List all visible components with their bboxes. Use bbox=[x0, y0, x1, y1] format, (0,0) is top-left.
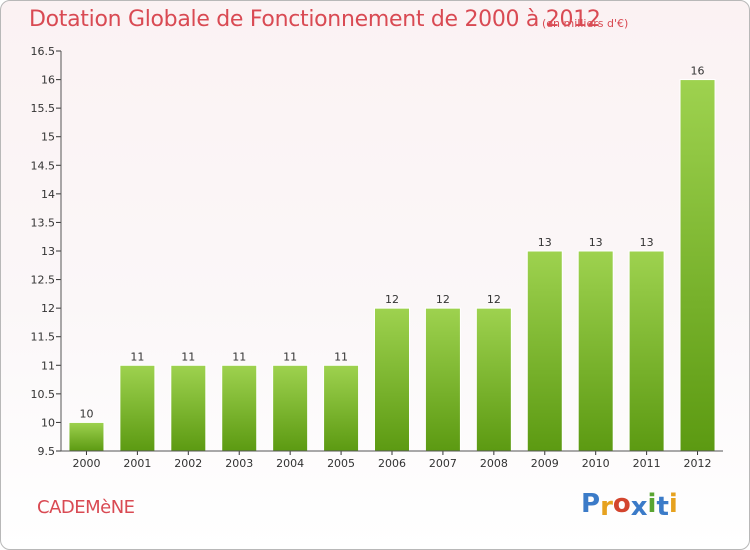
data-label-2006: 12 bbox=[385, 293, 399, 306]
bar-2008 bbox=[475, 307, 512, 452]
y-tick-label: 12.5 bbox=[31, 274, 56, 287]
chart-title: Dotation Globale de Fonctionnement de 20… bbox=[29, 7, 601, 32]
logo-letter: o bbox=[612, 489, 631, 519]
logo-letter: x bbox=[630, 492, 648, 522]
y-tick-label: 10 bbox=[41, 416, 55, 429]
x-tick-label-2007: 2007 bbox=[429, 457, 457, 470]
data-label-2011: 13 bbox=[640, 236, 654, 249]
bar-2012 bbox=[679, 79, 716, 452]
y-tick-label: 13 bbox=[41, 245, 55, 258]
y-tick-label: 15 bbox=[41, 131, 55, 144]
bar-2011 bbox=[628, 250, 665, 452]
y-tick-label: 14 bbox=[41, 188, 55, 201]
data-label-2009: 13 bbox=[538, 236, 552, 249]
y-axis-ticks: 9.5 10 10.5 11 11.5 12 12.5 13 13.5 14 14.5 15 15.5 1… bbox=[31, 45, 61, 458]
x-tick-label-2003: 2003 bbox=[225, 457, 253, 470]
data-label-2007: 12 bbox=[436, 293, 450, 306]
x-tick-label-2010: 2010 bbox=[582, 457, 610, 470]
bar-2004 bbox=[272, 364, 309, 452]
logo-letter: P bbox=[581, 489, 601, 519]
y-tick-label: 11.5 bbox=[31, 331, 56, 344]
data-label-2004: 11 bbox=[283, 350, 297, 363]
bar-2000 bbox=[68, 421, 105, 452]
x-tick-label-2009: 2009 bbox=[531, 457, 559, 470]
bar-2006 bbox=[374, 307, 410, 452]
x-axis-ticks: 2000 2001 2002 2003 2004 2005 2006 2007 2008 2009… bbox=[72, 451, 712, 470]
x-tick-label-2001: 2001 bbox=[123, 457, 151, 470]
logo-letter: t bbox=[656, 492, 669, 522]
y-tick-label: 12 bbox=[41, 302, 55, 315]
data-label-2012: 16 bbox=[691, 65, 705, 78]
data-label-2002: 11 bbox=[181, 350, 195, 363]
bar-2007 bbox=[424, 307, 461, 452]
x-tick-label-2011: 2011 bbox=[633, 457, 661, 470]
bar-2001 bbox=[119, 364, 156, 452]
commune-name: CADEMèNE bbox=[37, 497, 135, 518]
x-tick-label-2006: 2006 bbox=[378, 457, 406, 470]
data-label-2000: 10 bbox=[79, 407, 93, 420]
proxiti-logo: Proxiti bbox=[581, 489, 678, 522]
x-tick-label-2002: 2002 bbox=[174, 457, 202, 470]
y-tick-label: 15.5 bbox=[31, 102, 56, 115]
x-tick-label-2012: 2012 bbox=[684, 457, 712, 470]
logo-letter: r bbox=[600, 492, 613, 522]
bar-2005 bbox=[323, 364, 360, 452]
bar-2009 bbox=[526, 250, 563, 452]
y-tick-label: 13.5 bbox=[31, 216, 56, 229]
bar-2010 bbox=[577, 250, 614, 452]
bar-2002 bbox=[170, 364, 207, 452]
y-tick-label: 11 bbox=[41, 359, 55, 372]
y-tick-label: 16 bbox=[41, 74, 55, 87]
logo-letter: i bbox=[668, 489, 678, 519]
chart-unit: (en milliers d'€) bbox=[542, 17, 629, 30]
x-tick-label-2000: 2000 bbox=[72, 457, 100, 470]
x-tick-label-2004: 2004 bbox=[276, 457, 304, 470]
data-label-2001: 11 bbox=[130, 350, 144, 363]
y-tick-label: 9.5 bbox=[38, 445, 56, 458]
x-tick-label-2005: 2005 bbox=[327, 457, 355, 470]
bar-2003 bbox=[221, 364, 258, 452]
y-tick-label: 14.5 bbox=[31, 159, 56, 172]
data-labels: 10 11 11 11 11 11 12 12 12 13 13 13 16 bbox=[79, 65, 704, 421]
y-tick-label: 16.5 bbox=[31, 45, 56, 58]
x-tick-label-2008: 2008 bbox=[480, 457, 508, 470]
data-label-2008: 12 bbox=[487, 293, 501, 306]
bars bbox=[68, 79, 716, 452]
data-label-2005: 11 bbox=[334, 350, 348, 363]
data-label-2003: 11 bbox=[232, 350, 246, 363]
logo-letter: i bbox=[647, 489, 657, 519]
y-tick-label: 10.5 bbox=[31, 388, 56, 401]
data-label-2010: 13 bbox=[589, 236, 603, 249]
